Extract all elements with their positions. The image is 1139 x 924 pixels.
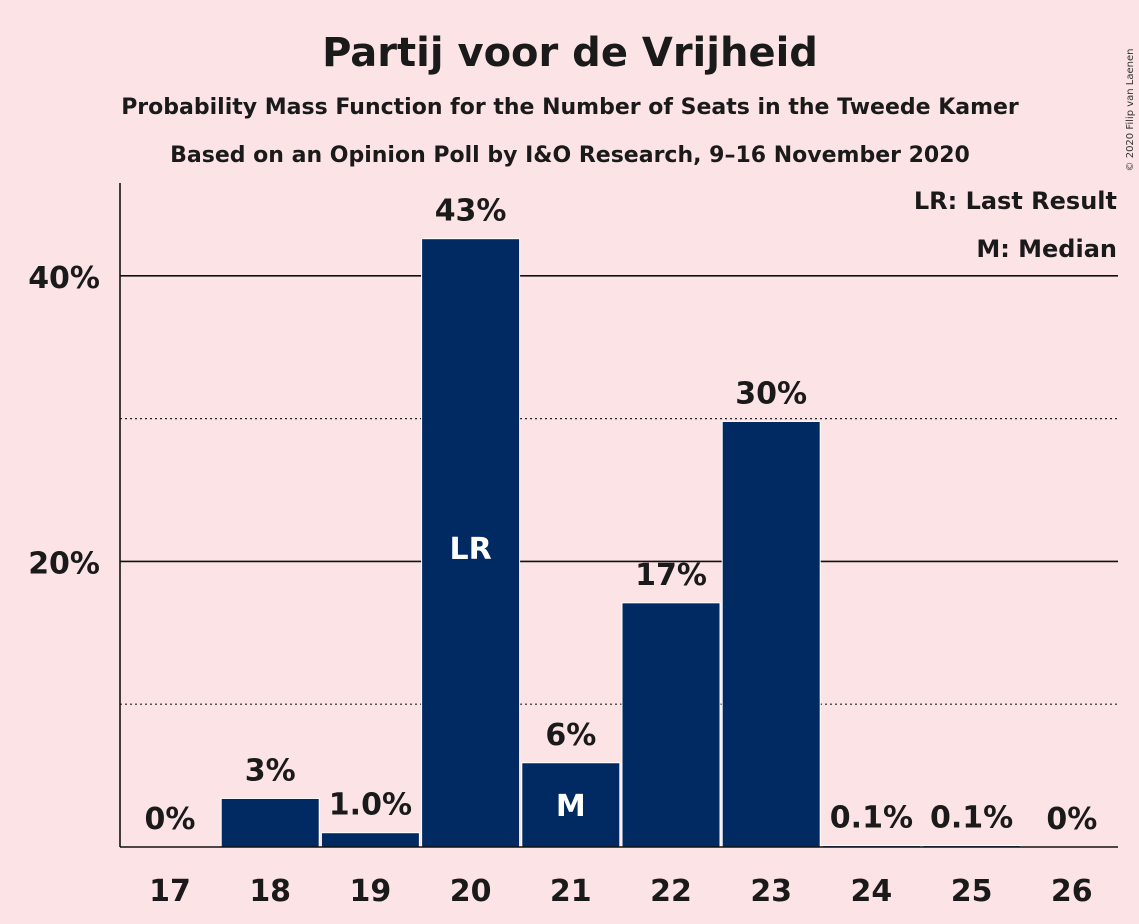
data-label-23: 30% xyxy=(735,376,807,411)
inbar-label-20: LR xyxy=(449,532,491,567)
data-label-26: 0% xyxy=(1046,802,1097,837)
bar-18 xyxy=(220,797,320,848)
data-label-22: 17% xyxy=(635,558,707,593)
bar-20 xyxy=(421,238,521,848)
x-tick-label-23: 23 xyxy=(750,874,792,909)
gridlines xyxy=(120,275,1118,705)
data-label-20: 43% xyxy=(435,194,507,229)
y-tick-label: 20% xyxy=(28,546,100,581)
bar-22 xyxy=(621,602,721,848)
x-tick-label-20: 20 xyxy=(450,874,492,909)
data-label-18: 3% xyxy=(245,753,296,788)
y-tick-label: 40% xyxy=(28,261,100,296)
data-label-19: 1.0% xyxy=(329,788,412,823)
chart-title: Partij voor de Vrijheid xyxy=(322,30,818,76)
chart-source: Based on an Opinion Poll by I&O Research… xyxy=(170,143,970,168)
inbar-label-21: M xyxy=(556,789,586,824)
x-tick-label-25: 25 xyxy=(951,874,993,909)
x-tick-label-17: 17 xyxy=(149,874,191,909)
legend-median: M: Median xyxy=(976,235,1117,263)
x-tick-label-24: 24 xyxy=(851,874,893,909)
x-tick-label-22: 22 xyxy=(650,874,692,909)
data-label-24: 0.1% xyxy=(830,801,913,836)
data-label-25: 0.1% xyxy=(930,801,1013,836)
data-label-21: 6% xyxy=(545,718,596,753)
legend-last-result: LR: Last Result xyxy=(914,187,1117,215)
chart-subtitle: Probability Mass Function for the Number… xyxy=(121,95,1019,120)
data-labels: 0% 3% 1.0% 43% LR 6% M 17% 30% 0.1% 0.1% 0% xyxy=(145,194,1098,837)
x-tick-label-19: 19 xyxy=(350,874,392,909)
axes: 20% 40% 17 18 19 20 21 22 23 24 25 26 xyxy=(28,183,1118,909)
x-tick-label-26: 26 xyxy=(1051,874,1093,909)
data-label-17: 0% xyxy=(145,802,196,837)
copyright-notice: © 2020 Filip van Laenen xyxy=(1125,49,1136,172)
x-tick-label-18: 18 xyxy=(249,874,291,909)
bar-23 xyxy=(721,420,821,848)
bar-21 xyxy=(521,762,621,848)
x-tick-label-21: 21 xyxy=(550,874,592,909)
bar-19 xyxy=(320,832,420,848)
bars xyxy=(220,238,1022,848)
